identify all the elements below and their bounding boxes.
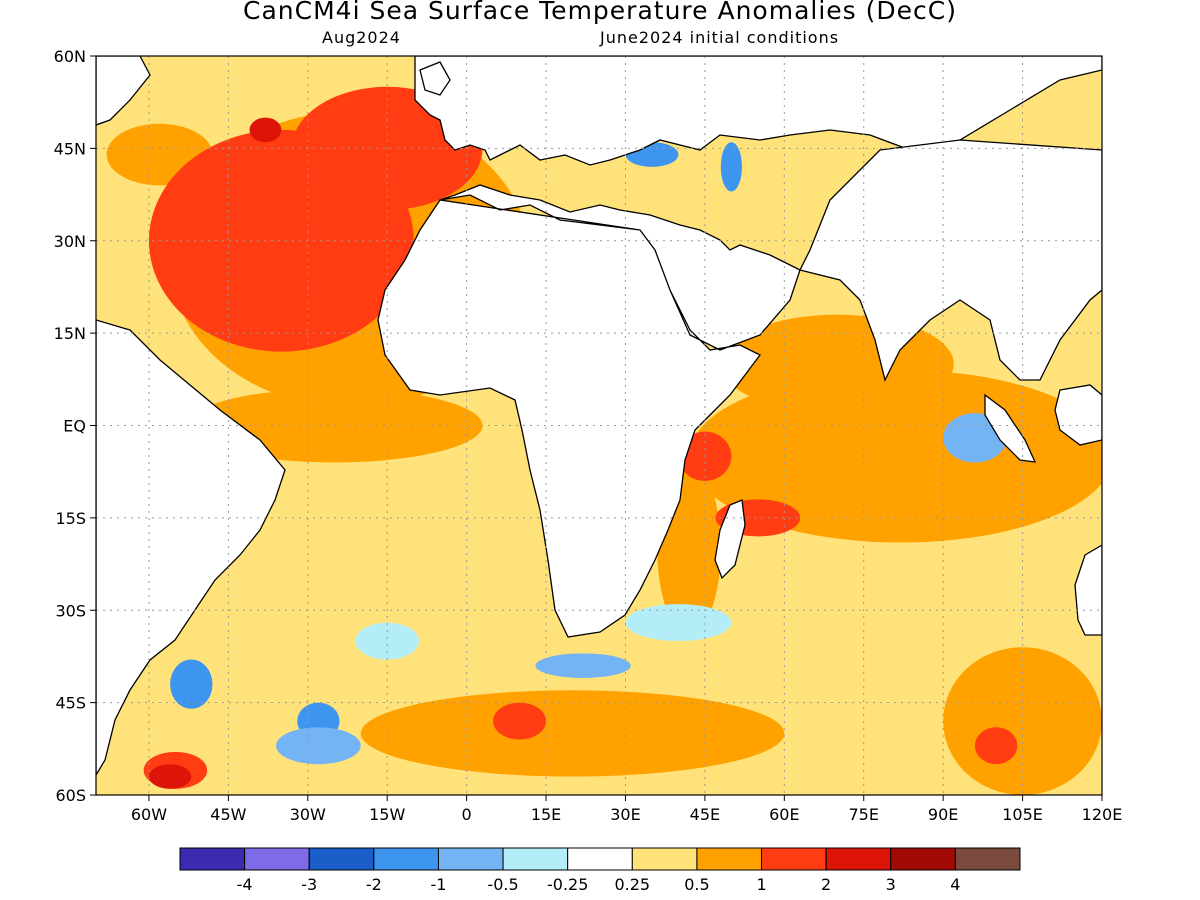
colorbar-swatch: [179, 847, 246, 871]
lon-tick-label: 60E: [769, 805, 799, 824]
colorbar-swatch: [567, 847, 633, 871]
anomaly-region: [493, 702, 547, 740]
lon-tick-label: 30W: [290, 805, 326, 824]
land-british-isles: [419, 61, 451, 96]
anomaly-region: [170, 659, 213, 709]
lon-tick-label: 30E: [610, 805, 640, 824]
anomaly-region: [148, 764, 192, 789]
lat-tick-label: 15S: [55, 509, 86, 528]
colorbar-swatch: [825, 847, 892, 871]
lat-tick-label: 30N: [54, 232, 86, 251]
lat-tick-label: 60N: [54, 47, 86, 66]
anomaly-region: [974, 727, 1018, 765]
colorbar-swatch: [437, 847, 504, 871]
anomaly-region: [355, 622, 419, 660]
colorbar-swatch: [761, 847, 827, 871]
lat-tick-label: 15N: [54, 324, 86, 343]
map-axes: 60N 45N 30N 15N EQ 15S 30S 45S 60S 60W 45W 30W 15W 0 1…: [54, 47, 1123, 824]
lon-tick-label: 105E: [1002, 805, 1043, 824]
colorbar-label: -4: [237, 875, 253, 894]
colorbar-swatch: [631, 847, 698, 871]
colorbar-label: 0.25: [614, 875, 650, 894]
colorbar-swatch: [308, 847, 375, 871]
land-masses: [96, 56, 1102, 777]
initial-conditions-label: June2024 initial conditions: [600, 28, 840, 47]
anomaly-region: [249, 117, 282, 143]
colorbar-swatch: [954, 847, 1021, 871]
land-sumatra: [984, 393, 1037, 463]
colorbar-swatch: [373, 847, 439, 871]
lat-tick-label: 60S: [55, 786, 86, 805]
colorbar-label: -2: [366, 875, 382, 894]
colorbar-label: -3: [301, 875, 317, 894]
lon-tick-label: 60W: [131, 805, 167, 824]
colorbar-label: 1: [756, 875, 766, 894]
colorbar-swatch: [696, 847, 763, 871]
anomaly-region: [535, 653, 631, 678]
colorbar-label: -0.25: [547, 875, 588, 894]
colorbar-label: -1: [430, 875, 446, 894]
lon-tick-label: 45W: [210, 805, 246, 824]
lat-tick-label: 45N: [54, 139, 86, 158]
lon-tick-label: 120E: [1082, 805, 1123, 824]
colorbar-label: 3: [886, 875, 896, 894]
anomaly-region: [720, 142, 742, 192]
land-north-america: [96, 56, 151, 126]
colorbar-swatch: [244, 847, 310, 871]
lat-tick-label: 30S: [55, 601, 86, 620]
anomaly-region: [625, 604, 732, 642]
colorbar-label: 4: [950, 875, 960, 894]
colorbar-label: 2: [821, 875, 831, 894]
land-india: [799, 139, 1102, 382]
anomaly-region: [276, 727, 361, 765]
land-borneo: [1054, 384, 1102, 446]
land-south-america: [96, 319, 286, 777]
colorbar: -4 -3 -2 -1 -0.5 -0.25 0.25 0.5 1 2 3 4: [179, 847, 1021, 894]
anomaly-region: [360, 690, 785, 777]
land-australia: [1074, 544, 1102, 636]
colorbar-label: -0.5: [487, 875, 518, 894]
lat-tick-label: EQ: [63, 417, 86, 436]
chart-title: CanCM4i Sea Surface Temperature Anomalie…: [243, 0, 957, 25]
lon-tick-label: 75E: [849, 805, 879, 824]
land-africa: [377, 184, 801, 638]
lon-tick-label: 90E: [928, 805, 958, 824]
lon-tick-label: 15E: [531, 805, 561, 824]
colorbar-label: 0.5: [684, 875, 709, 894]
colorbar-swatch: [502, 847, 569, 871]
lon-tick-label: 15W: [369, 805, 405, 824]
colorbar-swatch: [890, 847, 956, 871]
land-madagascar: [714, 499, 746, 580]
valid-month-label: Aug2024: [322, 28, 401, 47]
lat-tick-label: 45S: [55, 694, 86, 713]
lon-tick-label: 45E: [690, 805, 720, 824]
lon-tick-label: 0: [462, 805, 472, 824]
